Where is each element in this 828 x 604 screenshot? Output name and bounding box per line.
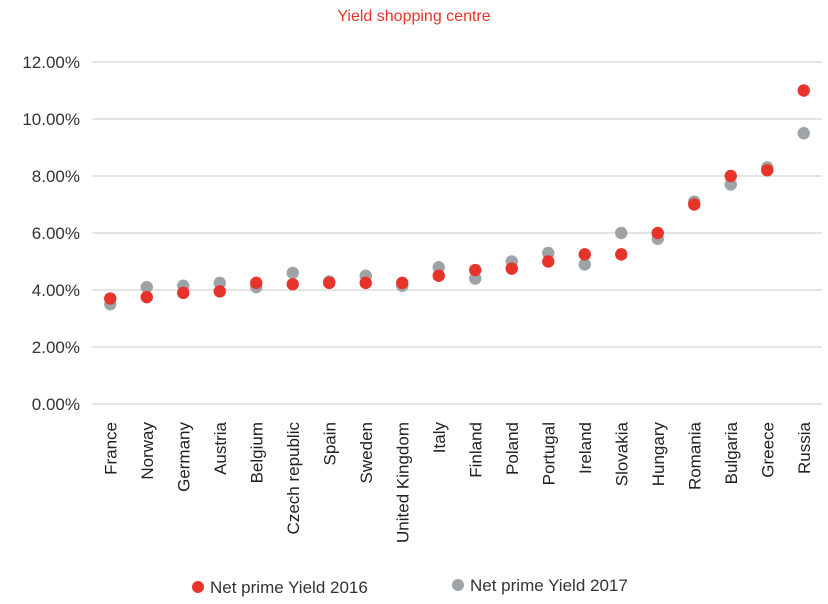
- point-2017: [286, 266, 299, 280]
- point-2016: [250, 276, 263, 290]
- legend-label: Net prime Yield 2017: [470, 576, 628, 595]
- legend: Net prime Yield 2016 Net prime Yield 2017: [192, 576, 628, 597]
- point-2016: [688, 198, 701, 211]
- x-tick-label: Bulgaria: [722, 421, 741, 484]
- y-axis-ticks: 0.00% 2.00% 4.00% 6.00% 8.00% 10.00% 12.00%: [22, 53, 80, 414]
- point-2016: [505, 262, 518, 275]
- y-tick-label: 12.00%: [22, 53, 80, 72]
- x-tick-label: Sweden: [357, 422, 376, 483]
- point-2017: [542, 246, 555, 260]
- point-2017: [724, 178, 737, 191]
- point-2017: [469, 272, 482, 285]
- x-tick-label: United Kingdom: [393, 422, 412, 543]
- point-2016: [797, 84, 810, 97]
- point-2016: [761, 164, 774, 177]
- point-2016: [615, 248, 628, 261]
- x-tick-label: Portugal: [539, 422, 558, 485]
- x-tick-label: Ireland: [576, 422, 595, 474]
- x-tick-label: Hungary: [649, 422, 668, 487]
- legend-label: Net prime Yield 2016: [210, 578, 368, 597]
- y-tick-label: 0.00%: [32, 395, 80, 414]
- y-tick-label: 4.00%: [32, 281, 80, 300]
- legend-marker: [192, 581, 204, 593]
- point-2016: [651, 226, 664, 240]
- x-tick-label: Italy: [430, 422, 449, 454]
- data-points: [104, 84, 810, 311]
- point-2016: [396, 276, 409, 290]
- point-2016: [469, 263, 482, 277]
- x-tick-label: Norway: [138, 422, 157, 480]
- x-tick-label: Romania: [685, 421, 704, 490]
- x-tick-label: Austria: [211, 421, 230, 474]
- point-2017: [213, 276, 226, 290]
- point-2016: [177, 286, 190, 300]
- point-2016: [213, 285, 226, 298]
- x-tick-label: Czech republic: [284, 422, 303, 535]
- point-2017: [615, 226, 628, 240]
- point-2016: [542, 255, 555, 268]
- x-tick-label: Slovakia: [612, 421, 631, 486]
- point-2016: [140, 290, 153, 304]
- point-2016: [323, 276, 336, 290]
- x-tick-label: Russia: [795, 421, 814, 474]
- point-2017: [578, 258, 591, 271]
- point-2017: [797, 127, 810, 140]
- x-tick-label: Greece: [758, 422, 777, 478]
- y-tick-label: 2.00%: [32, 338, 80, 357]
- point-2016: [359, 276, 372, 290]
- x-tick-label: France: [101, 422, 120, 475]
- point-2016: [578, 248, 591, 261]
- point-2016: [432, 269, 445, 282]
- x-tick-label: Poland: [503, 422, 522, 475]
- x-tick-label: Belgium: [247, 422, 266, 483]
- x-tick-label: Spain: [320, 422, 339, 465]
- x-tick-label: Germany: [174, 422, 193, 492]
- y-tick-label: 10.00%: [22, 110, 80, 129]
- y-tick-label: 6.00%: [32, 224, 80, 243]
- point-2016: [286, 278, 299, 291]
- point-2016: [104, 292, 117, 305]
- point-2017: [140, 280, 153, 294]
- point-2016: [724, 169, 737, 183]
- point-2017: [432, 261, 445, 274]
- grid-lines: [92, 61, 822, 405]
- x-axis-ticks: France Norway Germany Austria Belgium Czech r…: [101, 421, 814, 543]
- y-tick-label: 8.00%: [32, 167, 80, 186]
- x-tick-label: Finland: [466, 422, 485, 478]
- chart-title: Yield shopping centre: [337, 8, 491, 25]
- legend-marker: [452, 579, 464, 591]
